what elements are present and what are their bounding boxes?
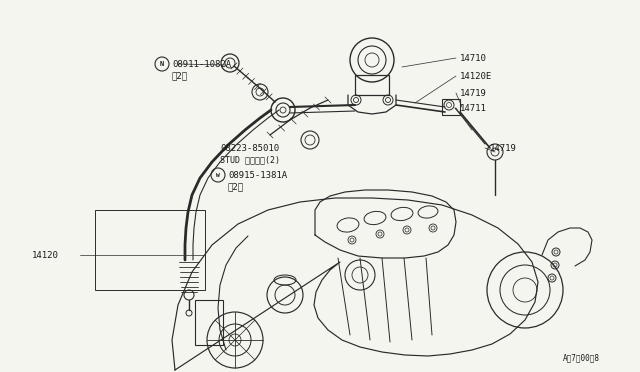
- Bar: [95, 210, 205, 290]
- Text: 14711: 14711: [460, 103, 487, 112]
- Text: 14120E: 14120E: [460, 71, 492, 80]
- Text: （2）: （2）: [172, 71, 188, 80]
- Text: 14719: 14719: [490, 144, 517, 153]
- Text: STUD スタッド(2): STUD スタッド(2): [220, 155, 280, 164]
- Text: A・7；00・8: A・7；00・8: [563, 353, 600, 362]
- Text: 08915-1381A: 08915-1381A: [228, 170, 287, 180]
- Text: N: N: [160, 61, 164, 67]
- Bar: [195, 300, 223, 345]
- Text: W: W: [216, 173, 220, 177]
- Bar: [355, 75, 389, 95]
- Text: 14719: 14719: [460, 89, 487, 97]
- Text: 08223-85010: 08223-85010: [220, 144, 279, 153]
- Text: 14120: 14120: [32, 250, 59, 260]
- Bar: [442, 99, 460, 115]
- Text: 08911-1082A: 08911-1082A: [172, 60, 231, 68]
- Text: 14710: 14710: [460, 54, 487, 62]
- Text: （2）: （2）: [228, 183, 244, 192]
